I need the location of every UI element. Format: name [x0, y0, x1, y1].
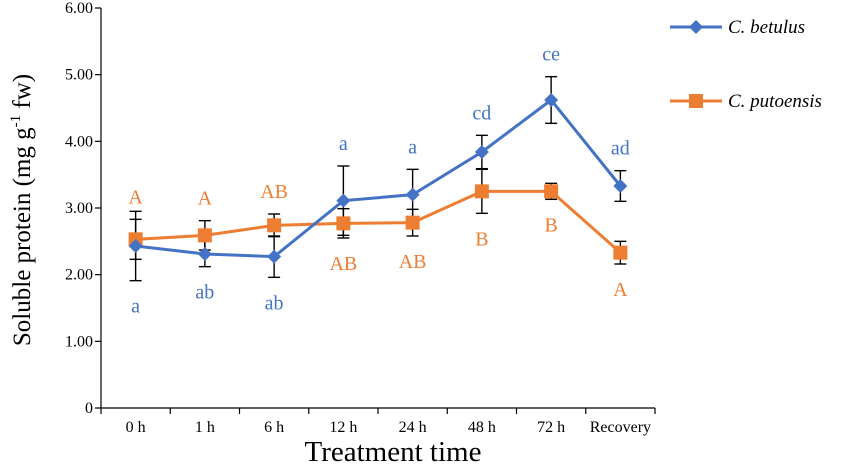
x-tick-label: 12 h	[329, 419, 357, 436]
legend: C. betulus C. putoensis	[670, 17, 822, 112]
y-axis-title: Soluble protein (mg g-1 fw)	[8, 74, 36, 346]
legend-item-c-betulus: C. betulus	[670, 17, 805, 38]
y-tick-label: 2.00	[65, 267, 93, 284]
data-point-c-betulus	[128, 239, 143, 253]
data-point-c-putoensis	[267, 218, 282, 233]
y-axis-ticks: 0 1.00 2.00 3.00 4.00 5.00 6.00	[65, 0, 101, 417]
y-axis-title-superscript: -1	[8, 115, 24, 128]
significance-letter-c-betulus: ab	[195, 282, 214, 304]
data-point-c-betulus	[336, 193, 351, 208]
significance-letter-c-betulus: ad	[611, 138, 630, 160]
significance-letter-c-betulus: a	[339, 133, 348, 155]
data-point-c-putoensis	[336, 216, 351, 231]
data-point-c-betulus	[613, 179, 628, 193]
significance-letter-c-putoensis: A	[613, 279, 628, 301]
plot-area: a ab ab a a cd ce ad A A AB AB AB B B A	[128, 44, 629, 318]
legend-label-c-putoensis: C. putoensis	[728, 91, 822, 112]
y-tick-label: 0	[85, 400, 93, 417]
legend-marker-c-putoensis	[689, 94, 703, 108]
x-tick-label: Recovery	[590, 419, 651, 436]
data-point-c-putoensis	[197, 228, 212, 243]
series-line-c-putoensis	[135, 189, 622, 254]
data-point-c-betulus	[267, 249, 282, 264]
significance-letter-c-putoensis: B	[475, 228, 488, 250]
x-tick-label: 0 h	[126, 419, 146, 436]
significance-letter-c-betulus: ab	[265, 292, 284, 314]
significance-letter-c-betulus: a	[408, 136, 417, 158]
data-point-c-putoensis	[405, 215, 420, 230]
legend-marker-c-betulus	[689, 20, 703, 34]
x-tick-label: 72 h	[537, 419, 565, 436]
y-tick-label: 3.00	[65, 200, 93, 217]
y-tick-label: 1.00	[65, 333, 93, 350]
significance-letter-c-betulus: cd	[472, 102, 491, 124]
y-tick-label: 5.00	[65, 67, 93, 84]
x-tick-label: 48 h	[468, 419, 496, 436]
y-axis-title-main: Soluble protein (mg g	[9, 127, 36, 346]
significance-letter-c-putoensis: A	[198, 188, 213, 210]
data-point-c-putoensis	[544, 184, 559, 199]
data-point-c-betulus	[474, 145, 489, 159]
x-tick-label: 6 h	[264, 419, 284, 436]
data-point-c-putoensis	[613, 245, 628, 260]
significance-letter-c-putoensis: AB	[329, 253, 357, 275]
data-point-c-putoensis	[474, 184, 489, 199]
y-axis-title-tail: fw)	[9, 74, 36, 115]
significance-letter-c-betulus: a	[131, 296, 140, 318]
y-tick-label: 6.00	[65, 0, 93, 17]
data-point-c-betulus	[405, 187, 420, 202]
significance-letter-c-betulus: ce	[542, 44, 560, 66]
significance-letter-c-putoensis: B	[544, 214, 557, 236]
x-axis-title: Treatment time	[305, 436, 482, 466]
y-tick-label: 4.00	[65, 133, 93, 150]
data-point-c-betulus	[197, 247, 212, 261]
x-tick-label: 24 h	[399, 419, 427, 436]
series-line-c-betulus	[135, 97, 622, 259]
significance-letter-c-putoensis: AB	[260, 181, 288, 203]
legend-label-c-betulus: C. betulus	[728, 17, 805, 38]
legend-item-c-putoensis: C. putoensis	[670, 91, 822, 112]
x-axis-ticks: 0 h 1 h 6 h 12 h 24 h 48 h 72 h Recovery	[100, 408, 656, 436]
x-tick-label: 1 h	[195, 419, 215, 436]
data-point-c-betulus	[544, 93, 559, 107]
significance-letter-c-putoensis: AB	[399, 251, 427, 273]
significance-letter-c-putoensis: A	[128, 186, 143, 208]
